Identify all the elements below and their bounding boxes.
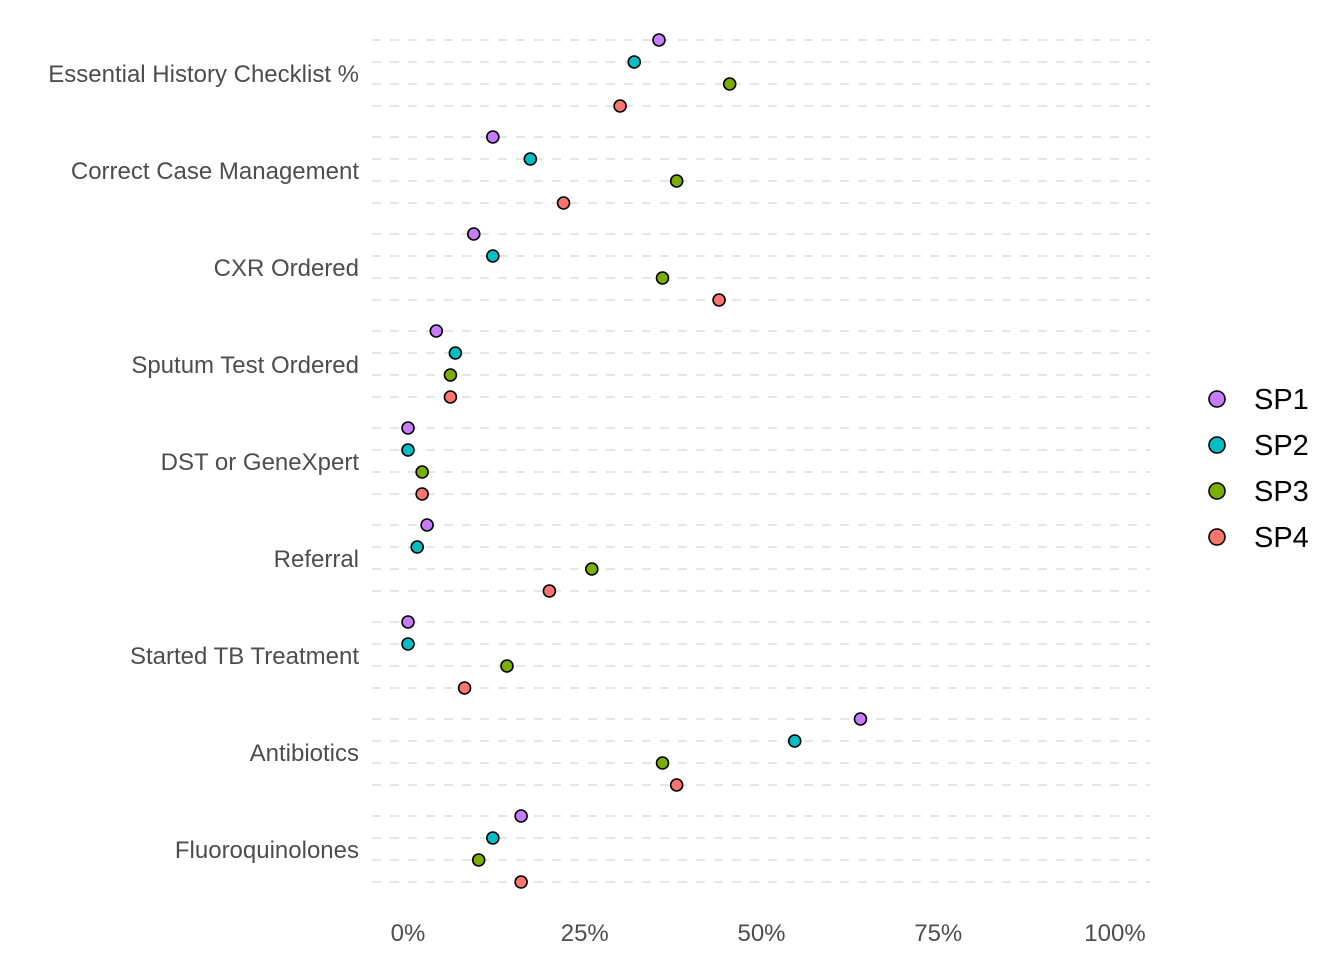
- x-axis-ticks: 0% 25% 50% 75% 100%: [391, 920, 1146, 947]
- category-label-antibiotics: Antibiotics: [250, 740, 359, 767]
- data-point-sp3-fluoroquinolones: [471, 853, 486, 867]
- data-point-sp2-dst-or-genexpert: [401, 443, 415, 457]
- data-point-sp3-dst-or-genexpert: [415, 465, 429, 479]
- data-point-sp2-fluoroquinolones: [486, 831, 500, 845]
- category-label-started-tb-treatment: Started TB Treatment: [130, 643, 359, 670]
- data-point-sp2-started-tb-treatment: [401, 637, 415, 651]
- data-point-sp4-sputum-test-ordered: [443, 390, 458, 404]
- data-point-sp1-correct-case-management: [486, 130, 500, 144]
- legend-label-sp4: SP4: [1254, 522, 1309, 554]
- data-point-sp2-essential-history-checklist: [627, 55, 642, 69]
- data-point-sp1-fluoroquinolones: [514, 809, 528, 823]
- data-point-sp3-referral: [585, 562, 599, 576]
- data-point-sp4-correct-case-management: [556, 196, 571, 210]
- legend-key-sp4: [1208, 528, 1226, 546]
- data-points: [401, 33, 868, 889]
- data-point-sp2-referral: [410, 540, 424, 554]
- data-point-sp3-correct-case-management: [669, 174, 684, 188]
- data-point-sp4-antibiotics: [669, 778, 684, 792]
- legend: SP1 SP2 SP3 SP4: [1208, 384, 1309, 554]
- data-point-sp4-cxr-ordered: [712, 293, 726, 307]
- x-tick-label: 100%: [1084, 920, 1145, 947]
- data-point-sp2-correct-case-management: [523, 152, 538, 166]
- category-label-referral: Referral: [274, 546, 359, 573]
- legend-label-sp3: SP3: [1254, 476, 1309, 508]
- data-point-sp3-antibiotics: [655, 756, 670, 770]
- data-point-sp1-referral: [420, 518, 434, 532]
- data-point-sp1-started-tb-treatment: [401, 615, 415, 629]
- data-point-sp1-essential-history-checklist: [652, 33, 666, 47]
- x-tick-label: 25%: [561, 920, 609, 947]
- data-point-sp3-sputum-test-ordered: [443, 368, 458, 382]
- legend-key-sp3: [1208, 482, 1226, 500]
- data-point-sp4-essential-history-checklist: [613, 99, 627, 113]
- category-label-cxr-ordered: CXR Ordered: [214, 255, 359, 282]
- data-point-sp4-started-tb-treatment: [457, 681, 472, 695]
- data-point-sp3-cxr-ordered: [655, 271, 670, 285]
- legend-key-sp2: [1208, 436, 1226, 454]
- data-point-sp2-sputum-test-ordered: [448, 346, 463, 360]
- gridlines: [372, 39, 1150, 883]
- legend-label-sp1: SP1: [1254, 384, 1309, 416]
- data-point-sp1-antibiotics: [853, 712, 868, 726]
- x-tick-label: 75%: [914, 920, 962, 947]
- category-label-sputum-test-ordered: Sputum Test Ordered: [131, 352, 359, 379]
- x-tick-label: 0%: [391, 920, 426, 947]
- data-point-sp2-antibiotics: [787, 734, 802, 748]
- legend-key-sp1: [1208, 390, 1226, 408]
- category-labels: Essential History Checklist % Correct Cas…: [48, 61, 359, 864]
- category-label-correct-case-management: Correct Case Management: [71, 158, 359, 185]
- category-label-fluoroquinolones: Fluoroquinolones: [175, 837, 359, 864]
- data-point-sp1-cxr-ordered: [466, 227, 481, 241]
- data-point-sp2-cxr-ordered: [486, 249, 500, 263]
- category-label-dst-or-genexpert: DST or GeneXpert: [161, 449, 360, 476]
- category-label-essential-history-checklist: Essential History Checklist %: [48, 61, 359, 88]
- data-point-sp1-sputum-test-ordered: [429, 324, 444, 338]
- data-point-sp3-started-tb-treatment: [500, 659, 514, 673]
- data-point-sp1-dst-or-genexpert: [401, 421, 415, 435]
- data-point-sp4-dst-or-genexpert: [415, 487, 429, 501]
- x-tick-label: 50%: [737, 920, 785, 947]
- data-point-sp4-referral: [542, 584, 557, 598]
- data-point-sp4-fluoroquinolones: [514, 875, 528, 889]
- legend-label-sp2: SP2: [1254, 430, 1309, 462]
- data-point-sp3-essential-history-checklist: [722, 77, 737, 91]
